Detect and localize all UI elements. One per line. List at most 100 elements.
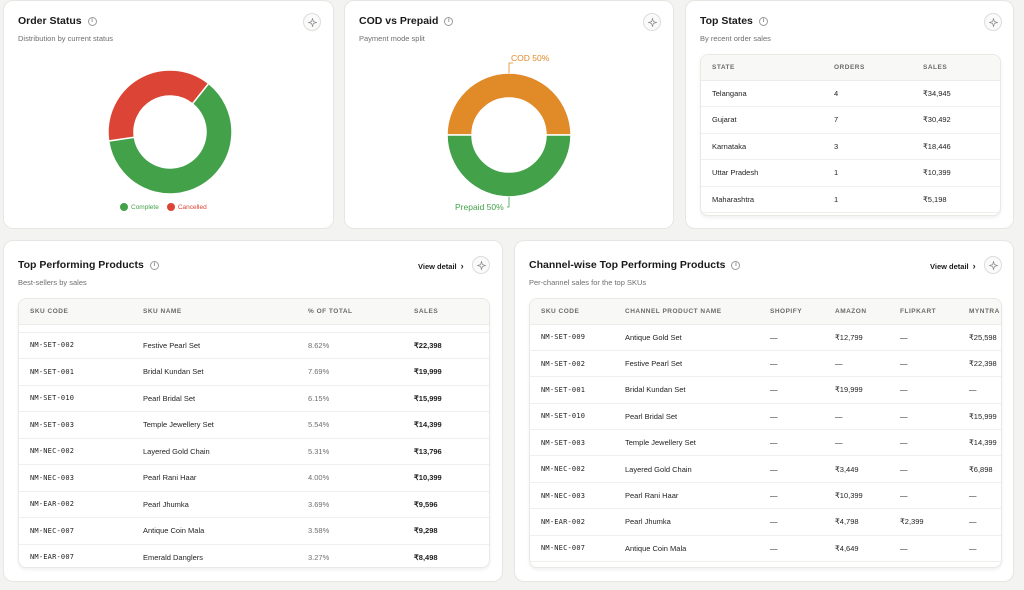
legend-dot-cancelled: [166, 203, 175, 211]
info-icon[interactable]: i: [731, 260, 741, 270]
cell-sku-code: NM-SET-002: [530, 350, 614, 378]
cell-sales: ₹15,999: [403, 385, 489, 412]
cell-sales: ₹19,999: [403, 358, 489, 386]
cell-flipkart: —: [889, 429, 958, 457]
cell-shopify: —: [759, 324, 824, 351]
col-header-orders[interactable]: ORDERS: [823, 55, 912, 81]
table-row[interactable]: NM-SET-010 Pearl Bridal Set 6.15% ₹15,999: [19, 385, 489, 412]
cod-leader-line: [508, 62, 513, 73]
cell-amazon: ₹10,399: [824, 482, 889, 510]
table-row[interactable]: Maharashtra 1 ₹5,198: [701, 186, 1000, 213]
col-header-sku-code[interactable]: SKU CODE: [530, 299, 614, 325]
top-products-subtitle: Best-sellers by sales: [18, 278, 87, 287]
table-row[interactable]: NM-NEC-007 Antique Coin Mala 3.58% ₹9,298: [19, 517, 489, 545]
col-header-sku-name[interactable]: SKU NAME: [132, 299, 297, 325]
legend-item-cancelled[interactable]: Cancelled: [166, 203, 207, 211]
cell-sku-name: Pearl Bridal Set: [132, 385, 297, 412]
cell-product-name: Bridal Kundan Set: [614, 376, 759, 404]
table-header-row: SKU CODE CHANNEL PRODUCT NAME SHOPIFY AM…: [530, 299, 1001, 325]
col-header-state[interactable]: STATE: [701, 55, 823, 81]
table-row[interactable]: NM-SET-009 Antique Gold Set — ₹12,799— ₹25,5…: [530, 324, 1001, 351]
donut-slice-cancelled[interactable]: [107, 69, 210, 142]
table-row[interactable]: NM-NEC-007 Antique Coin Mala — ₹4,649— —: [530, 535, 1001, 563]
table-row[interactable]: NM-SET-010 Pearl Bridal Set — — — ₹15,999: [530, 403, 1001, 431]
info-icon[interactable]: i: [758, 16, 768, 26]
table-row[interactable]: Gujarat 7 ₹30,492: [701, 106, 1000, 134]
cell-pct-total: 8.62%: [297, 332, 403, 359]
table-row[interactable]: NM-NEC-002 Layered Gold Chain 5.31% ₹13,796: [19, 438, 489, 465]
table-row[interactable]: NM-SET-001 Bridal Kundan Set 7.69% ₹19,999: [19, 358, 489, 386]
view-detail-link[interactable]: View detail ›: [930, 261, 976, 271]
cell-flipkart: —: [889, 403, 958, 431]
table-row[interactable]: NM-EAR-002 Pearl Jhumka 3.69% ₹9,596: [19, 491, 489, 518]
cell-sku-name: Layered Gold Chain: [132, 438, 297, 465]
cell-amazon: ₹12,799: [824, 324, 889, 351]
table-row[interactable]: Telangana 4 ₹34,945: [701, 80, 1000, 107]
table-row[interactable]: NM-NEC-003 Pearl Rani Haar — ₹10,399— —: [530, 482, 1001, 510]
cell-orders: 1: [823, 186, 912, 213]
table-row[interactable]: NM-SET-001 Bridal Kundan Set — ₹19,999— —: [530, 376, 1001, 404]
cell-sales: ₹14,399: [403, 411, 489, 439]
donut-slice-cod[interactable]: [446, 72, 572, 136]
cell-amazon: —: [824, 350, 889, 378]
table-row[interactable]: NM-SET-002 Festive Pearl Set — — — ₹22,398: [530, 350, 1001, 378]
legend-label-cancelled: Cancelled: [177, 203, 207, 211]
cell-flipkart: —: [889, 482, 958, 510]
cell-sku-name: Pearl Jhumka: [132, 491, 297, 518]
table-row[interactable]: NM-EAR-007 Emerald Danglers 3.27% ₹8,498: [19, 544, 489, 567]
col-header-channel-product-name[interactable]: CHANNEL PRODUCT NAME: [614, 299, 759, 325]
cell-sku-name: Festive Pearl Set: [132, 332, 297, 359]
cell-sku-code: NM-SET-003: [530, 429, 614, 457]
col-header-sales[interactable]: SALES: [403, 299, 489, 325]
cell-sku-code: NM-SET-009: [530, 324, 614, 351]
table-row[interactable]: NM-NEC-002 Layered Gold Chain — ₹3,449— ₹6,8…: [530, 455, 1001, 483]
sparkle-icon[interactable]: [984, 13, 1002, 31]
channel-products-table-wrap[interactable]: SKU CODE CHANNEL PRODUCT NAME SHOPIFY AM…: [529, 298, 1002, 568]
cell-pct-total: 4.00%: [297, 464, 403, 492]
cell-state: Karnataka: [701, 133, 823, 160]
cell-sku-code: NM-SET-001: [19, 358, 132, 386]
cell-shopify: —: [759, 482, 824, 510]
sparkle-icon[interactable]: [303, 13, 321, 31]
cell-sku-code: NM-EAR-007: [19, 544, 132, 567]
donut-slice-prepaid[interactable]: [446, 134, 572, 198]
info-icon[interactable]: i: [87, 16, 97, 26]
view-detail-link[interactable]: View detail ›: [418, 261, 464, 271]
cell-state: Maharashtra: [701, 186, 823, 213]
table-row[interactable]: NM-EAR-002 Pearl Jhumka — ₹4,798 ₹2,399—: [530, 508, 1001, 536]
sparkle-icon[interactable]: [643, 13, 661, 31]
cell-sku-code: NM-NEC-003: [19, 464, 132, 492]
cell-amazon: —: [824, 429, 889, 457]
col-header-myntra[interactable]: MYNTRA: [958, 299, 1001, 325]
order-status-title-row: Order Status i: [18, 15, 97, 27]
col-header-shopify[interactable]: SHOPIFY: [759, 299, 824, 325]
col-header-sku-code[interactable]: SKU CODE: [19, 299, 132, 325]
cell-sku-name: Emerald Danglers: [132, 544, 297, 567]
col-header-pct-total[interactable]: % OF TOTAL: [297, 299, 403, 325]
cell-orders: 7: [823, 106, 912, 134]
table-row[interactable]: NM-SET-003 Temple Jewellery Set — — — ₹14,399: [530, 429, 1001, 457]
cell-sales: ₹18,446: [912, 133, 1000, 160]
table-row[interactable]: NM-SET-002 Festive Pearl Set 8.62% ₹22,398: [19, 332, 489, 359]
table-row[interactable]: Karnataka 3 ₹18,446: [701, 133, 1000, 160]
cell-shopify: —: [759, 403, 824, 431]
view-detail-label: View detail: [930, 261, 969, 271]
donut-slice-complete[interactable]: [107, 82, 233, 195]
legend-item-complete[interactable]: Complete: [120, 203, 159, 211]
sparkle-icon[interactable]: [472, 256, 490, 274]
col-header-amazon[interactable]: AMAZON: [824, 299, 889, 325]
col-header-sales[interactable]: SALES: [912, 55, 1000, 81]
table-spacer-row: [19, 324, 489, 333]
col-header-flipkart[interactable]: FLIPKART: [889, 299, 958, 325]
cell-sku-code: NM-SET-002: [19, 332, 132, 359]
info-icon[interactable]: i: [444, 16, 454, 26]
table-row[interactable]: NM-SET-003 Temple Jewellery Set 5.54% ₹14,3…: [19, 411, 489, 439]
info-icon[interactable]: i: [149, 260, 159, 270]
cell-sku-code: NM-NEC-003: [530, 482, 614, 510]
cell-sku-code: NM-SET-010: [530, 403, 614, 431]
table-row[interactable]: Uttar Pradesh 1 ₹10,399: [701, 159, 1000, 187]
table-row[interactable]: NM-NEC-003 Pearl Rani Haar 4.00% ₹10,399: [19, 464, 489, 492]
sparkle-icon[interactable]: [984, 256, 1002, 274]
channel-products-subtitle: Per-channel sales for the top SKUs: [529, 278, 647, 287]
cod-prepaid-title-row: COD vs Prepaid i: [359, 15, 454, 27]
